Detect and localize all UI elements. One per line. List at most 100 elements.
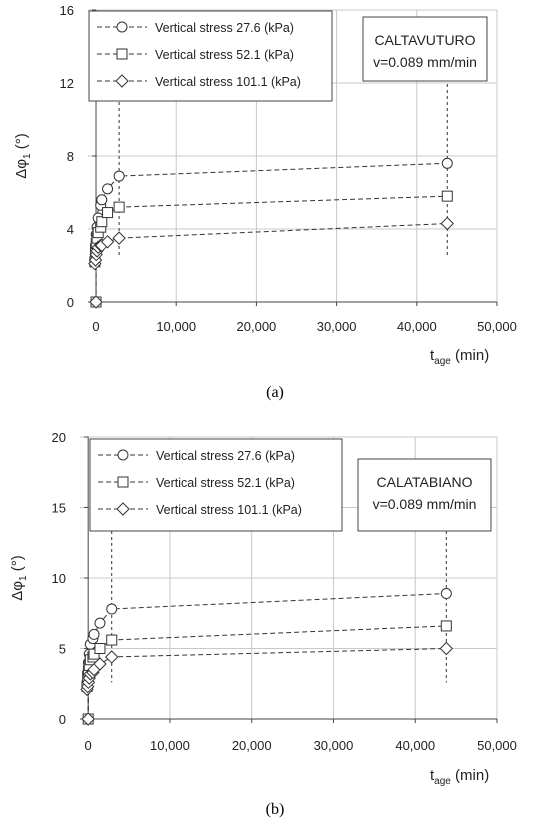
y-tick-label: 15 [52, 501, 66, 516]
x-tick-label: 40,000 [395, 738, 435, 753]
y-tick-label: 10 [52, 571, 66, 586]
y-axis-label: Δφ1 (°) [9, 555, 29, 600]
data-point [106, 603, 118, 615]
data-point [88, 648, 100, 660]
x-axis-label-unit: (min) [451, 767, 489, 784]
legend-label: Vertical stress 101.1 (kPa) [156, 503, 302, 517]
x-tick-label: 30,000 [314, 738, 354, 753]
data-point [81, 712, 95, 726]
y-axis-label-sub: 1 [22, 153, 33, 159]
figure-caption: (b) [266, 801, 285, 818]
data-point [440, 216, 454, 231]
data-point [89, 295, 103, 309]
series-square [89, 190, 453, 308]
speed-label: v=0.089 mm/min [373, 54, 477, 70]
series-line [87, 593, 447, 720]
data-point [441, 157, 453, 169]
x-tick-label: 0 [92, 319, 99, 334]
info-box-frame [362, 16, 488, 82]
y-tick-label: 4 [67, 222, 74, 237]
data-point [439, 641, 454, 656]
x-axis-label-unit: (min) [451, 347, 489, 364]
site-name: CALTAVUTURO [374, 32, 475, 48]
legend-marker [115, 74, 129, 88]
series-diamond [80, 641, 454, 726]
data-point [96, 216, 108, 228]
data-point [88, 628, 100, 640]
legend-box [88, 10, 333, 102]
info-box: CALTAVUTURO v=0.089 mm/min [362, 16, 488, 82]
series-square [81, 620, 452, 725]
data-point [112, 231, 126, 245]
x-axis-label: tage (min) [430, 767, 489, 787]
x-tick-label: 50,000 [477, 738, 517, 753]
site-name: CALATABIANO [377, 474, 473, 490]
x-tick-label: 20,000 [237, 319, 277, 334]
x-tick-label: 10,000 [156, 319, 196, 334]
x-tick-label: 30,000 [317, 319, 357, 334]
data-point [94, 643, 106, 654]
data-point [440, 620, 452, 632]
series-line [95, 195, 448, 303]
y-tick-label: 5 [59, 642, 66, 657]
y-axis-label-sub: 1 [18, 575, 29, 581]
x-axis-label-main: t [430, 347, 435, 364]
legend-box [89, 438, 343, 532]
series-line [87, 648, 447, 720]
data-point [106, 634, 118, 646]
y-axis-label: Δφ1 (°) [13, 133, 33, 178]
legend-label: Vertical stress 52.1 (kPa) [156, 476, 295, 490]
chart-b: 0 5 10 15 20 0 10,000 20,000 30,000 40,000 50,000 t… [9, 430, 517, 818]
y-tick-label: 12 [60, 76, 74, 91]
legend-label: Vertical stress 27.6 (kPa) [156, 449, 295, 463]
data-point [105, 650, 119, 664]
data-point [102, 207, 114, 219]
data-point [94, 617, 106, 629]
legend: Vertical stress 27.6 (kPa) Vertical stres… [89, 438, 343, 532]
y-tick-label: 20 [52, 430, 66, 445]
y-tick-label: 0 [59, 712, 66, 727]
series-line [95, 162, 448, 303]
legend-marker [117, 476, 129, 488]
info-box: CALATABIANO v=0.089 mm/min [357, 458, 492, 532]
y-tick-label: 8 [67, 149, 74, 164]
y-axis-label-main: Δφ [13, 159, 30, 179]
x-tick-label: 0 [85, 738, 92, 753]
legend-marker [116, 48, 128, 60]
data-point [93, 657, 107, 671]
x-axis-label-sub: age [434, 356, 451, 367]
x-tick-label: 50,000 [477, 319, 517, 334]
legend-marker [116, 21, 128, 33]
legend: Vertical stress 27.6 (kPa) Vertical stres… [88, 10, 333, 102]
legend-label: Vertical stress 101.1 (kPa) [155, 75, 301, 89]
legend-marker [116, 502, 130, 516]
y-tick-label: 16 [60, 3, 74, 18]
legend-label: Vertical stress 27.6 (kPa) [155, 21, 294, 35]
series-line [87, 625, 447, 720]
x-tick-label: 20,000 [232, 738, 272, 753]
x-axis-label: tage (min) [430, 347, 489, 367]
chart-a: 0 4 8 12 16 0 10,000 20,000 30,000 40,000 50,000 ta… [13, 3, 517, 401]
series-diamond [88, 216, 454, 309]
series-circle [89, 157, 453, 308]
x-axis-label-sub: age [434, 776, 451, 787]
series-line [95, 223, 448, 303]
data-point [113, 170, 125, 182]
y-axis-label-unit: (°) [13, 133, 30, 153]
data-point [113, 201, 125, 213]
data-point [102, 183, 114, 195]
legend-marker [117, 449, 129, 461]
x-tick-label: 10,000 [150, 738, 190, 753]
data-point [441, 190, 453, 202]
data-point [100, 235, 115, 249]
y-axis-label-unit: (°) [9, 555, 26, 575]
x-tick-label: 40,000 [397, 319, 437, 334]
y-axis-label-main: Δφ [9, 581, 26, 601]
data-point [440, 588, 452, 600]
x-axis-label-main: t [430, 767, 435, 784]
y-tick-label: 0 [67, 295, 74, 310]
speed-label: v=0.089 mm/min [373, 496, 477, 512]
legend-label: Vertical stress 52.1 (kPa) [155, 48, 294, 62]
info-box-frame [357, 458, 492, 532]
